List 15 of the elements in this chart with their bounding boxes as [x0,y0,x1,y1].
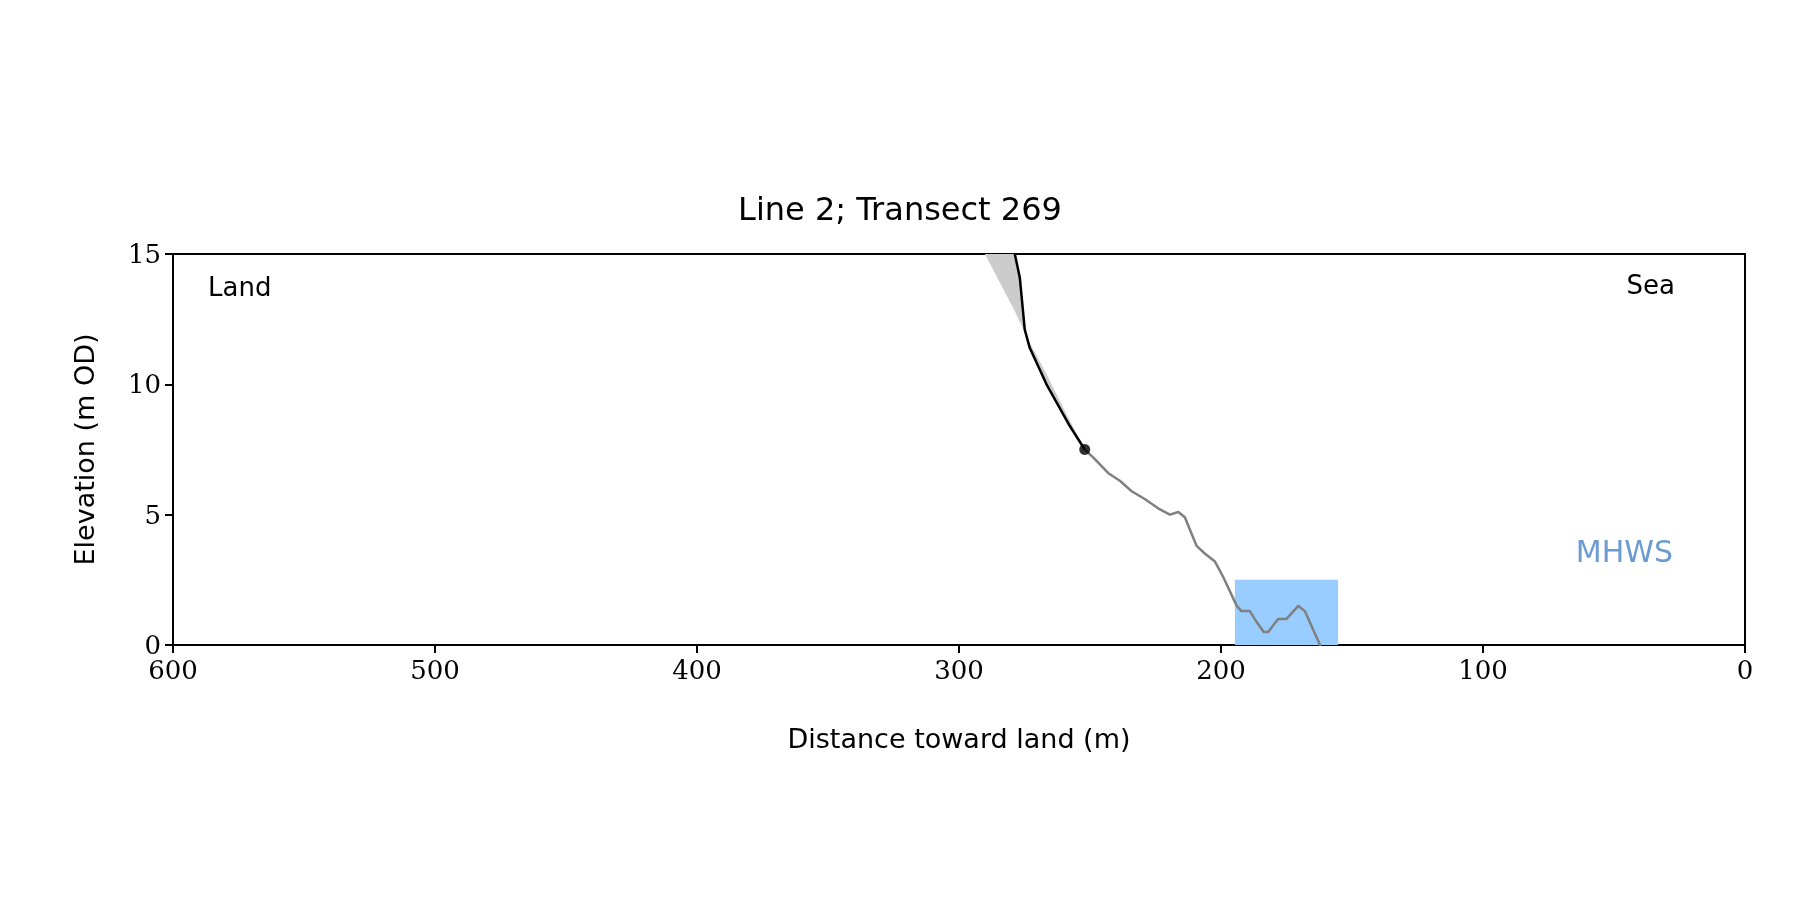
x-tick-label: 500 [410,655,460,685]
y-axis-title: Elevation (m OD) [69,333,100,566]
x-tick-label: 200 [1196,655,1246,685]
x-tick-label: 300 [934,655,984,685]
x-tick-label: 0 [1736,655,1754,685]
x-tick-label: 100 [1458,655,1508,685]
x-tick-label: 400 [672,655,722,685]
y-tick-label: 5 [144,499,161,530]
x-axis-title: Distance toward land (m) [787,723,1131,754]
annotation: Land [208,272,272,302]
y-tick-label: 10 [127,369,161,400]
chart-title: Line 2; Transect 269 [738,190,1062,228]
y-tick-label: 15 [127,239,161,269]
annotation: Sea [1626,270,1675,300]
annotation: MHWS [1575,533,1674,569]
